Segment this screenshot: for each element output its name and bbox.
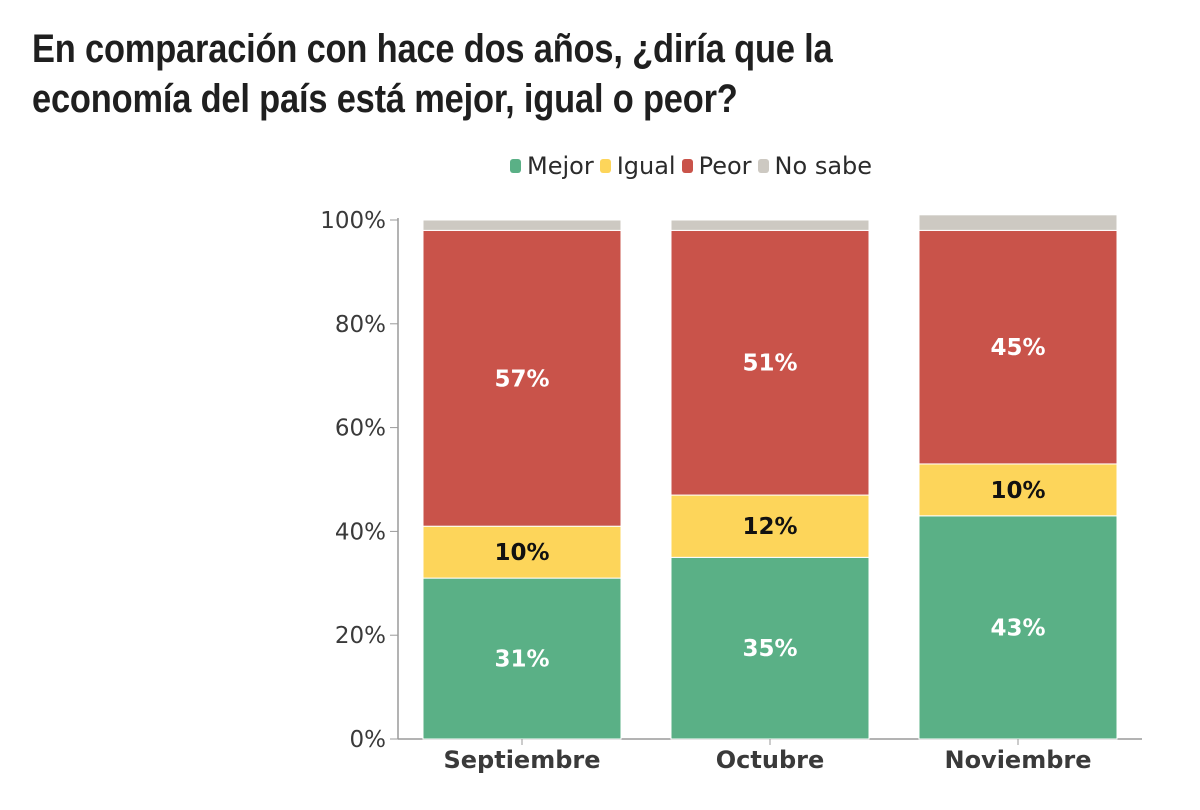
data-label: 45% (990, 335, 1045, 361)
x-tick-label: Noviembre (944, 746, 1091, 774)
legend-swatch-peor (681, 159, 693, 173)
bar-no-sabe-noviembre (918, 214, 1118, 231)
legend-swatch-mejor (510, 159, 521, 173)
chart-title: En comparación con hace dos años, ¿diría… (32, 27, 833, 121)
data-label: 57% (494, 366, 549, 392)
data-label: 10% (494, 540, 549, 566)
bar-mejor-noviembre (918, 515, 1118, 740)
bar-peor-septiembre (422, 229, 622, 527)
data-label: 35% (742, 636, 797, 662)
x-tick-label: Octubre (716, 746, 824, 774)
bar-igual-noviembre (918, 463, 1118, 517)
y-tick-label: 0% (350, 727, 387, 753)
legend-swatch-no-sabe (757, 159, 769, 173)
legend-item-peor: Peor (681, 152, 752, 180)
x-tick-label: Septiembre (443, 746, 600, 774)
bar-peor-octubre (670, 229, 870, 496)
legend-label-no-sabe: No sabe (774, 152, 873, 180)
data-label: 31% (494, 647, 549, 673)
legend-item-igual: Igual (599, 152, 676, 180)
bar-igual-octubre (670, 494, 870, 558)
y-tick-label: 80% (335, 312, 386, 338)
y-tick-label: 60% (335, 416, 386, 442)
data-label: 12% (742, 514, 797, 540)
legend-label-peor: Peor (698, 152, 752, 180)
legend-item-mejor: Mejor (510, 152, 594, 180)
bar-igual-septiembre (422, 525, 622, 579)
y-tick-label: 100% (320, 208, 386, 234)
data-label: 10% (990, 478, 1045, 504)
bar-no-sabe-septiembre (422, 219, 622, 231)
y-tick-label: 20% (335, 623, 386, 649)
data-label: 43% (990, 615, 1045, 641)
legend: Mejor Igual Peor No sabe (0, 152, 1200, 180)
data-label: 51% (742, 351, 797, 377)
legend-item-no-sabe: No sabe (757, 152, 873, 180)
bar-mejor-octubre (670, 556, 870, 740)
bar-mejor-septiembre (422, 577, 622, 740)
legend-swatch-igual (599, 159, 611, 173)
bar-no-sabe-octubre (670, 219, 870, 231)
y-tick-label: 40% (335, 519, 386, 545)
legend-label-igual: Igual (616, 152, 676, 180)
legend-label-mejor: Mejor (527, 152, 594, 180)
bar-peor-noviembre (918, 229, 1118, 465)
